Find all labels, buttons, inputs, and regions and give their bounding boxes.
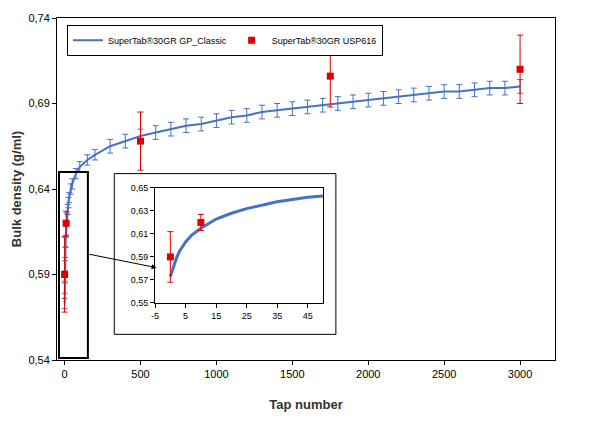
svg-text:3000: 3000 — [508, 368, 532, 380]
svg-text:0: 0 — [62, 368, 68, 380]
svg-text:500: 500 — [131, 368, 149, 380]
svg-text:-5: -5 — [151, 311, 159, 321]
svg-text:15: 15 — [211, 311, 221, 321]
svg-text:45: 45 — [303, 311, 313, 321]
svg-text:0,65: 0,65 — [131, 183, 149, 193]
svg-text:0,55: 0,55 — [131, 298, 149, 308]
svg-text:0,69: 0,69 — [28, 97, 49, 109]
svg-text:1500: 1500 — [280, 368, 304, 380]
svg-text:0,63: 0,63 — [131, 206, 149, 216]
svg-text:35: 35 — [272, 311, 282, 321]
svg-text:0,59: 0,59 — [28, 268, 49, 280]
svg-text:SuperTab®30GR GP_Classic: SuperTab®30GR GP_Classic — [108, 36, 227, 46]
svg-text:1000: 1000 — [204, 368, 228, 380]
svg-text:2500: 2500 — [432, 368, 456, 380]
svg-text:0,54: 0,54 — [28, 354, 49, 366]
svg-text:0,64: 0,64 — [28, 183, 49, 195]
svg-text:SuperTab®30GR USP616: SuperTab®30GR USP616 — [272, 36, 377, 46]
svg-text:0,57: 0,57 — [131, 275, 149, 285]
svg-text:25: 25 — [242, 311, 252, 321]
svg-text:2000: 2000 — [356, 368, 380, 380]
svg-text:Tap number: Tap number — [269, 397, 342, 412]
svg-text:0,59: 0,59 — [131, 252, 149, 262]
svg-text:0,74: 0,74 — [28, 12, 49, 24]
svg-text:0,61: 0,61 — [131, 229, 149, 239]
svg-text:Bulk density (g/ml): Bulk density (g/ml) — [9, 131, 24, 247]
svg-text:5: 5 — [183, 311, 188, 321]
